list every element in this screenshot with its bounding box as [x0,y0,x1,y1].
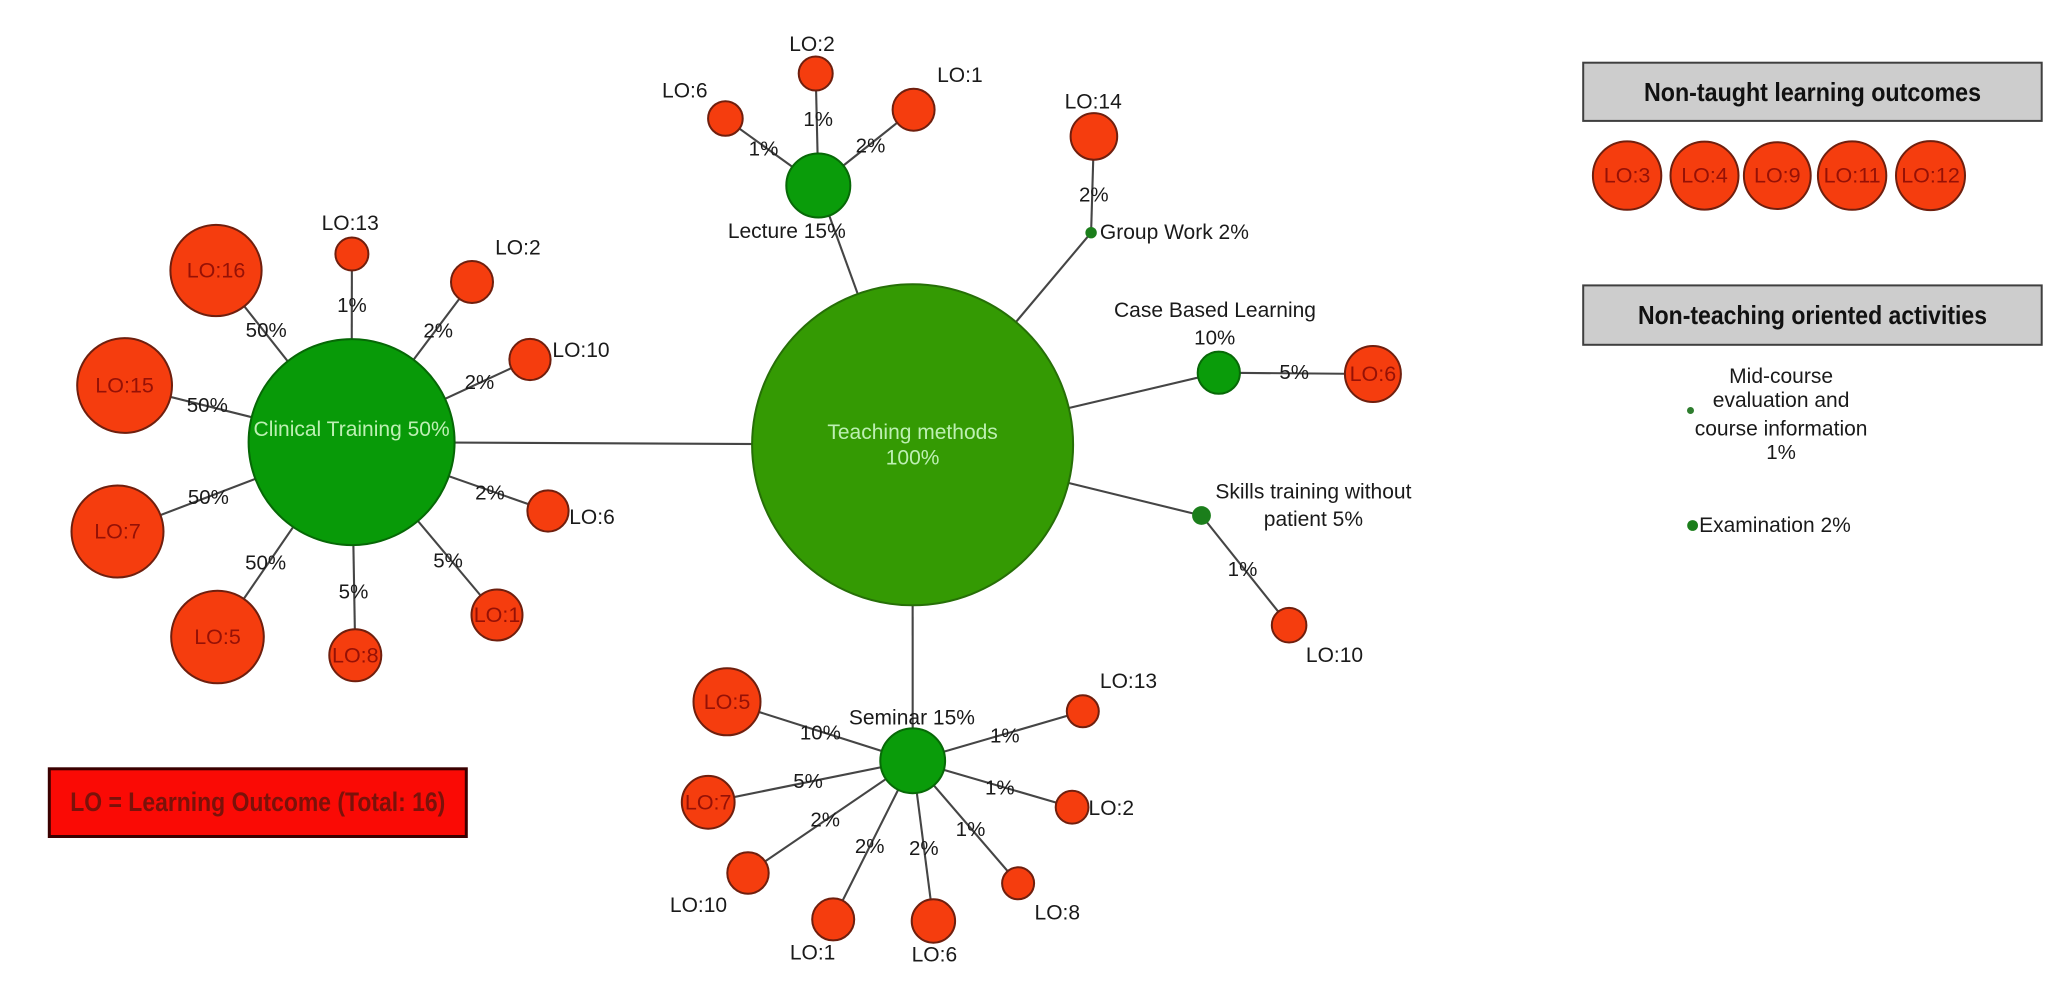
svg-text:5%: 5% [793,770,823,793]
svg-text:LO:1: LO:1 [937,64,983,87]
svg-text:LO:12: LO:12 [1901,164,1960,188]
svg-text:50%: 50% [246,319,287,342]
svg-text:Seminar 15%: Seminar 15% [849,706,975,729]
svg-text:Non-taught learning outcomes: Non-taught learning outcomes [1644,77,1981,107]
svg-text:LO:2: LO:2 [495,236,541,259]
svg-text:LO:1: LO:1 [474,603,521,627]
svg-text:LO:2: LO:2 [789,33,835,56]
svg-text:LO:1: LO:1 [790,941,836,964]
svg-text:2%: 2% [475,482,505,505]
svg-text:LO:13: LO:13 [1100,670,1157,693]
svg-text:2%: 2% [909,837,939,860]
svg-text:LO:7: LO:7 [94,520,141,544]
svg-text:10%: 10% [800,722,841,745]
svg-text:LO:14: LO:14 [1065,91,1123,114]
svg-text:1%: 1% [985,777,1015,800]
svg-text:LO:11: LO:11 [1824,164,1881,188]
svg-text:50%: 50% [188,486,229,509]
svg-text:LO:15: LO:15 [95,374,154,398]
svg-text:LO:10: LO:10 [1306,644,1363,667]
svg-text:LO:8: LO:8 [332,643,379,667]
svg-text:LO:10: LO:10 [552,339,609,362]
svg-text:Examination 2%: Examination 2% [1699,514,1851,537]
svg-text:LO:8: LO:8 [1035,902,1081,925]
svg-text:LO:4: LO:4 [1681,164,1728,188]
svg-text:Lecture 15%: Lecture 15% [728,220,846,243]
svg-text:LO:5: LO:5 [704,690,751,714]
svg-text:patient 5%: patient 5% [1264,508,1363,531]
svg-text:LO:6: LO:6 [662,80,708,103]
svg-text:50%: 50% [245,551,286,574]
svg-text:LO:3: LO:3 [1604,164,1651,188]
svg-text:Mid-course: Mid-course [1729,365,1833,388]
svg-text:2%: 2% [1079,184,1109,207]
svg-text:5%: 5% [433,550,463,573]
svg-text:1%: 1% [749,138,779,161]
svg-text:2%: 2% [855,835,885,858]
svg-text:LO:6: LO:6 [569,506,615,529]
svg-text:LO:9: LO:9 [1754,164,1801,188]
svg-text:LO:6: LO:6 [912,943,958,966]
svg-text:1%: 1% [337,294,367,317]
svg-text:Non-teaching oriented activiti: Non-teaching oriented activities [1638,300,1987,330]
svg-text:2%: 2% [465,371,495,394]
svg-text:2%: 2% [810,808,840,831]
svg-text:1%: 1% [990,725,1020,748]
svg-text:1%: 1% [1766,441,1796,464]
svg-text:LO = Learning Outcome (Total:: LO = Learning Outcome (Total: 16) [70,787,445,817]
svg-text:Teaching methods: Teaching methods [827,421,997,444]
svg-text:1%: 1% [956,818,986,841]
svg-text:LO:16: LO:16 [187,259,246,283]
svg-text:10%: 10% [1194,327,1235,350]
svg-text:Group Work 2%: Group Work 2% [1100,221,1249,244]
svg-text:2%: 2% [423,319,453,342]
svg-text:5%: 5% [339,580,369,603]
svg-text:1%: 1% [803,108,833,131]
svg-text:5%: 5% [1279,361,1309,384]
svg-text:Case Based Learning: Case Based Learning [1114,299,1316,322]
svg-text:Clinical Training 50%: Clinical Training 50% [254,418,450,441]
svg-text:100%: 100% [886,446,940,469]
svg-text:LO:10: LO:10 [670,894,727,917]
svg-text:course information: course information [1695,417,1868,440]
svg-text:LO:7: LO:7 [685,790,732,814]
svg-text:LO:6: LO:6 [1350,362,1397,386]
svg-text:LO:5: LO:5 [194,625,241,649]
svg-text:2%: 2% [856,134,886,157]
svg-text:LO:13: LO:13 [322,212,379,235]
svg-text:LO:2: LO:2 [1089,797,1135,820]
svg-text:Skills training without: Skills training without [1215,481,1411,504]
svg-text:evaluation and: evaluation and [1713,389,1850,412]
svg-text:50%: 50% [187,394,228,417]
svg-text:1%: 1% [1228,558,1258,581]
